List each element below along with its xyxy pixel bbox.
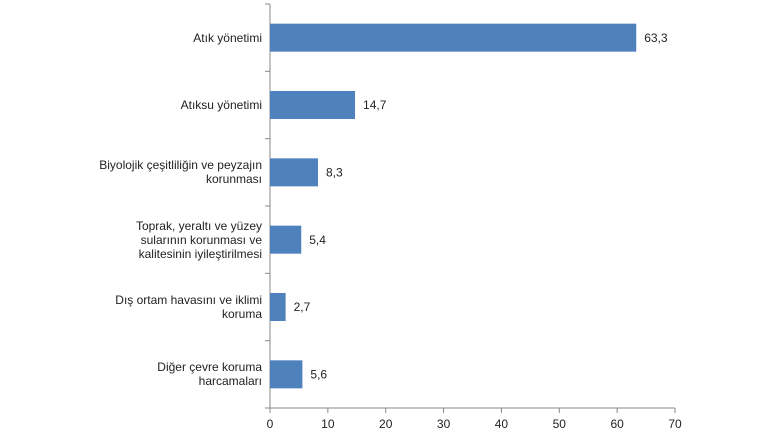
value-label: 8,3	[326, 166, 343, 180]
x-tick-label: 20	[379, 417, 393, 431]
y-tick-label: Atık yönetimi	[193, 30, 262, 45]
bar	[270, 293, 286, 321]
x-tick-label: 40	[495, 417, 509, 431]
y-tick-label: Atıksu yönetimi	[180, 98, 262, 112]
x-tick-label: 70	[668, 417, 682, 431]
x-tick-label: 10	[321, 417, 335, 431]
value-label: 5,6	[310, 368, 327, 382]
value-label: 5,4	[309, 233, 326, 247]
x-tick-label: 0	[267, 417, 274, 431]
y-tick-label: Toprak, yeraltı ve yüzey sularının korun…	[135, 218, 262, 261]
value-label: 63,3	[644, 31, 668, 45]
y-tick-label: Dış ortam havasını ve iklimi koruma	[115, 293, 262, 321]
value-label: 14,7	[363, 98, 387, 112]
x-tick-label: 50	[553, 417, 567, 431]
x-tick-label: 30	[437, 417, 451, 431]
bar	[270, 158, 319, 187]
x-tick-label: 60	[610, 417, 624, 431]
bar	[270, 360, 303, 389]
bar	[270, 23, 637, 52]
y-tick-label: Biyolojik çeşitliliğin ve peyzajın korun…	[99, 158, 262, 187]
value-label: 2,7	[294, 300, 311, 314]
bar	[270, 225, 302, 254]
y-tick-label: Diğer çevre koruma harcamaları	[157, 360, 262, 389]
bar	[270, 91, 356, 119]
